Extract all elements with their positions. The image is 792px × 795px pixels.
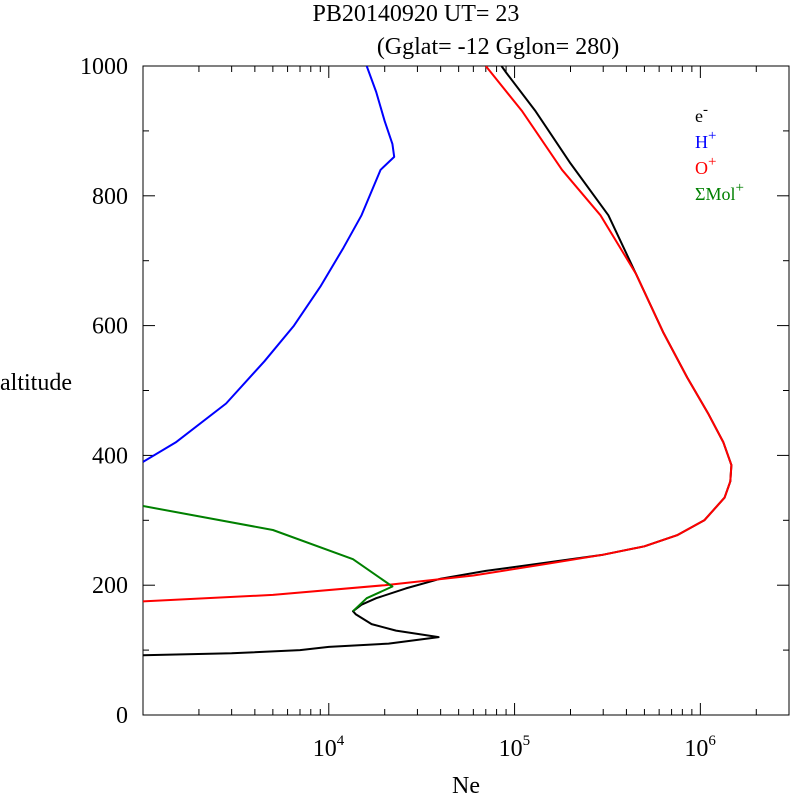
x-tick-label: 104 (313, 733, 345, 762)
chart-series (143, 66, 733, 657)
legend-superscript: + (708, 154, 716, 170)
y-tick-label: 400 (92, 443, 128, 469)
legend: e-H+O+ΣMol+ (695, 102, 744, 204)
y-tick-label: 1000 (80, 54, 128, 80)
y-tick-label: 600 (92, 314, 128, 340)
x-tick-base: 10 (313, 736, 337, 762)
x-tick-exponent: 6 (708, 733, 716, 749)
legend-entry-mol: ΣMol+ (695, 180, 744, 204)
y-axis-label: altitude (0, 370, 72, 396)
y-tick-label: 200 (92, 573, 128, 599)
x-tick-label: 106 (684, 733, 716, 762)
legend-superscript: + (708, 128, 716, 144)
chart-title-line-2: (Gglat= -12 Gglon= 280) (377, 34, 619, 60)
x-tick-base: 10 (499, 736, 523, 762)
plot-frame (142, 65, 790, 716)
x-axis-ticks: 104 105 106 (198, 66, 790, 762)
series-line-mol (143, 505, 394, 612)
x-tick-exponent: 5 (523, 733, 531, 749)
legend-label: e (695, 106, 703, 126)
x-tick-base: 10 (684, 736, 708, 762)
legend-entry-e: e- (695, 102, 708, 126)
legend-entry-o: O+ (695, 154, 716, 178)
y-tick-label: 0 (116, 703, 128, 729)
series-line-o (143, 66, 733, 603)
y-tick-label: 800 (92, 184, 128, 210)
series-line-e (143, 66, 733, 657)
x-tick-label: 105 (499, 733, 531, 762)
legend-label: ΣMol (695, 184, 735, 204)
x-tick-exponent: 4 (337, 733, 345, 749)
legend-superscript: + (735, 180, 743, 196)
legend-superscript: - (703, 102, 708, 118)
legend-label: O (695, 158, 708, 178)
series-line-h (143, 66, 396, 463)
x-axis-label: Ne (452, 773, 480, 795)
legend-label: H (695, 132, 708, 152)
legend-entry-h: H+ (695, 128, 716, 152)
chart-title-line-1: PB20140920 UT= 23 (313, 1, 520, 27)
y-axis-ticks: 0 200 400 600 800 1000 (80, 54, 789, 729)
